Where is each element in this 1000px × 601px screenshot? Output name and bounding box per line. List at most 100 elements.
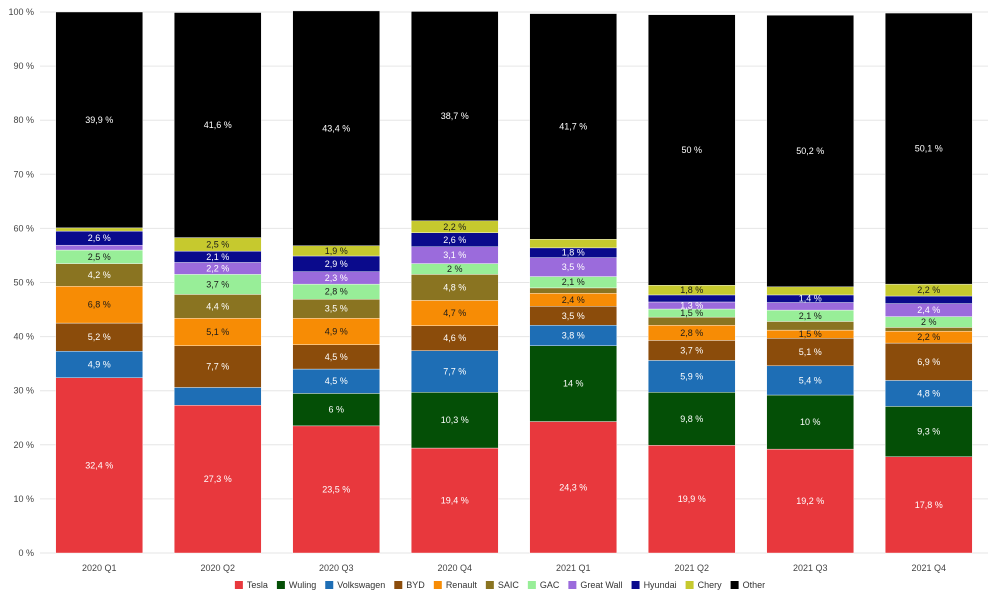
data-label: 1,8 %	[562, 248, 585, 258]
data-label: 14 %	[563, 379, 584, 389]
data-label: 4,7 %	[443, 308, 466, 318]
data-label: 2,5 %	[206, 239, 229, 249]
legend-item-chery[interactable]: Chery	[685, 580, 723, 590]
bar-segment-tesla	[766, 448, 854, 554]
bar-segment-volkswagen	[411, 350, 499, 393]
bars: 32,4 %0 %4,9 %5,2 %6,8 %4,2 %2,5 %2,6 %3…	[55, 10, 973, 554]
data-label: 1,5 %	[799, 329, 822, 339]
data-label: 2 %	[921, 317, 937, 327]
bar-segment-chery	[529, 239, 617, 249]
bar-segment-wuling	[885, 406, 973, 457]
legend-swatch	[276, 581, 285, 589]
legend-item-great-wall[interactable]: Great Wall	[568, 580, 623, 590]
bar-segment-tesla	[529, 421, 617, 554]
y-tick-label: 90 %	[13, 61, 34, 71]
data-label: 1,3 %	[680, 300, 703, 310]
data-label: 5,2 %	[88, 332, 111, 342]
data-label: 4,5 %	[325, 352, 348, 362]
data-label: 3,5 %	[325, 304, 348, 314]
data-label: 2,1 %	[799, 311, 822, 321]
data-label: 39,9 %	[85, 115, 113, 125]
data-label: 50,2 %	[796, 146, 824, 156]
bar-segment-volkswagen	[55, 351, 143, 378]
data-label: 1,4 %	[799, 294, 822, 304]
bar-segment-byd	[411, 325, 499, 351]
legend-label: SAIC	[498, 580, 520, 590]
data-label: 2,8 %	[680, 328, 703, 338]
legend-label: Tesla	[247, 580, 268, 590]
data-label: 10,3 %	[441, 415, 469, 425]
bar-segment-other	[411, 11, 499, 222]
legend-item-saic[interactable]: SAIC	[485, 580, 520, 590]
y-tick-label: 100 %	[8, 7, 34, 17]
x-tick-label: 2021 Q4	[911, 563, 946, 573]
data-label: 4,9 %	[88, 359, 111, 369]
data-label: 5,9 %	[680, 371, 703, 381]
data-label: 3,8 %	[562, 331, 585, 341]
legend-label: GAC	[540, 580, 560, 590]
legend-item-renault[interactable]: Renault	[433, 580, 478, 590]
bar-segment-tesla	[648, 445, 736, 554]
bar-segment-renault	[55, 286, 143, 324]
data-label: 1,8 %	[680, 285, 703, 295]
bar-segment-wuling	[411, 392, 499, 449]
data-label: 41,7 %	[559, 121, 587, 131]
bar-segment-wuling	[648, 392, 736, 446]
data-label: 5,1 %	[206, 327, 229, 337]
data-label: 2,8 %	[325, 287, 348, 297]
bar-segment-volkswagen	[885, 380, 973, 407]
legend-item-gac[interactable]: GAC	[527, 580, 560, 590]
data-label: 2,2 %	[917, 285, 940, 295]
data-label: 2 %	[447, 264, 463, 274]
y-tick-label: 50 %	[13, 278, 34, 288]
data-label: 19,9 %	[678, 494, 706, 504]
legend-label: Chery	[698, 580, 723, 590]
y-tick-label: 80 %	[13, 115, 34, 125]
data-label: 3,7 %	[206, 279, 229, 289]
data-label: 2,5 %	[88, 252, 111, 262]
x-tick-label: 2020 Q1	[82, 563, 117, 573]
bar-segment-other	[885, 12, 973, 285]
y-tick-label: 10 %	[13, 494, 34, 504]
y-tick-label: 30 %	[13, 386, 34, 396]
data-label: 9,3 %	[917, 427, 940, 437]
data-label: 4,5 %	[325, 376, 348, 386]
data-label: 5,1 %	[799, 347, 822, 357]
legend-swatch	[394, 581, 403, 589]
legend-label: Volkswagen	[337, 580, 385, 590]
bar-segment-other	[174, 12, 262, 238]
x-axis-ticks: 2020 Q1 2020 Q2 2020 Q3 2020 Q4 2021 Q1 2021 …	[82, 563, 946, 573]
data-label: 3,5 %	[562, 311, 585, 321]
bar-segment-other	[766, 15, 854, 288]
x-tick-label: 2020 Q3	[319, 563, 354, 573]
data-label: 3,5 %	[562, 262, 585, 272]
data-label: 10 %	[800, 417, 821, 427]
legend-item-volkswagen[interactable]: Volkswagen	[325, 580, 385, 590]
data-label: 3,1 %	[443, 250, 466, 260]
legend-swatch	[485, 581, 494, 589]
data-label: 2,4 %	[562, 295, 585, 305]
data-label: 2,4 %	[917, 305, 940, 315]
bar-segment-tesla	[885, 456, 973, 554]
data-label: 1,5 %	[680, 308, 703, 318]
legend-item-wuling[interactable]: Wuling	[276, 580, 316, 590]
legend-item-byd[interactable]: BYD	[394, 580, 425, 590]
legend-swatch	[433, 581, 442, 589]
bar-segment-renault	[411, 300, 499, 326]
legend-item-tesla[interactable]: Tesla	[234, 580, 268, 590]
legend-item-hyundai[interactable]: Hyundai	[631, 580, 677, 590]
y-tick-label: 20 %	[13, 440, 34, 450]
legend-label: BYD	[406, 580, 425, 590]
legend-item-other[interactable]: Other	[730, 580, 766, 590]
legend-label: Renault	[446, 580, 478, 590]
data-label: 2,6 %	[443, 235, 466, 245]
bar-segment-saic	[411, 274, 499, 301]
legend-swatch	[730, 581, 739, 589]
data-label: 2,2 %	[206, 263, 229, 273]
legend-swatch	[685, 581, 694, 589]
data-label: 2,2 %	[917, 332, 940, 342]
legend-label: Other	[743, 580, 766, 590]
x-tick-label: 2020 Q4	[437, 563, 472, 573]
data-label: 19,4 %	[441, 496, 469, 506]
data-label: 43,4 %	[322, 123, 350, 133]
